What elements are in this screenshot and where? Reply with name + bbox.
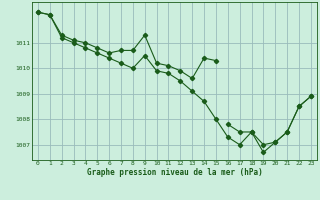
X-axis label: Graphe pression niveau de la mer (hPa): Graphe pression niveau de la mer (hPa) xyxy=(86,168,262,177)
